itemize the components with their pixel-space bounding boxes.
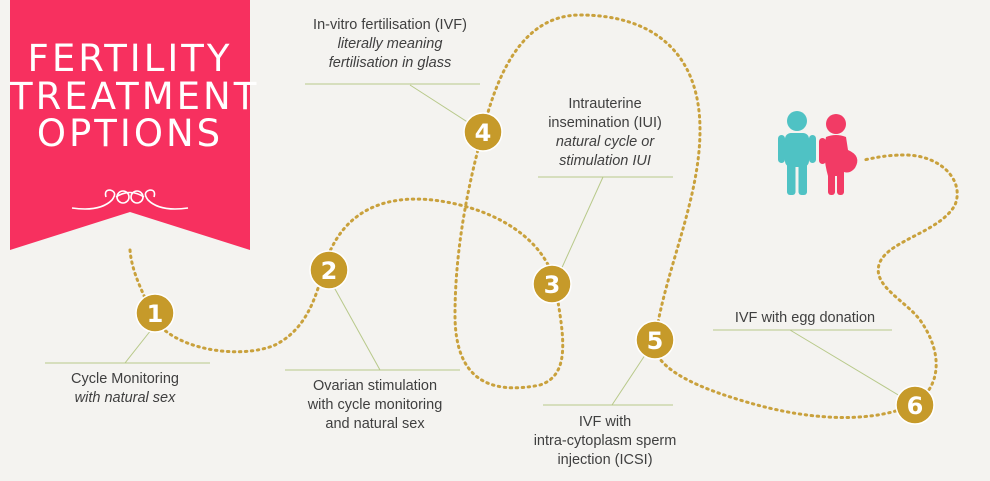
step-3-line-4: stimulation IUI (559, 153, 651, 169)
woman-icon (819, 114, 858, 195)
svg-text:1: 1 (147, 300, 164, 328)
svg-text:2: 2 (321, 257, 338, 285)
scroll-ornament-icon (71, 189, 189, 210)
step-label-2: Ovarian stimulation with cycle monitorin… (285, 377, 465, 434)
treatment-path (128, 13, 959, 419)
step-1-subtitle: with natural sex (74, 390, 176, 406)
step-label-5: IVF with intra-cytoplasm sperm injection… (510, 413, 700, 470)
step-label-6: IVF with egg donation (710, 309, 900, 328)
step-badge-2: 2 (309, 250, 349, 290)
step-3-line-2: insemination (IUI) (548, 115, 662, 131)
title-line-2: TREATMENT (10, 74, 260, 118)
step-4-line-2: literally meaning (337, 36, 443, 52)
step-label-3: Intrauterine insemination (IUI) natural … (525, 95, 685, 171)
step-3-line-3: natural cycle or (555, 134, 655, 150)
step-6-line-1: IVF with egg donation (734, 310, 876, 326)
page-title: FERTILITY TREATMENT OPTIONS (10, 37, 260, 156)
svg-text:3: 3 (544, 271, 561, 299)
step-badge-4: 4 (463, 112, 503, 152)
step-4-line-1: In-vitro fertilisation (IVF) (313, 17, 467, 33)
step-4-line-3: fertilisation in glass (328, 55, 452, 71)
step-badge-3: 3 (532, 264, 572, 304)
step-badge-5: 5 (635, 320, 675, 360)
step-3-line-1: Intrauterine (568, 96, 642, 112)
svg-text:4: 4 (475, 119, 492, 147)
step-label-4: In-vitro fertilisation (IVF) literally m… (290, 16, 490, 73)
svg-text:6: 6 (907, 392, 924, 420)
step-label-1: Cycle Monitoring with natural sex (35, 370, 215, 408)
step-badge-6: 6 (895, 385, 935, 425)
step-2-line-2: with cycle monitoring (307, 397, 443, 413)
step-1-title: Cycle Monitoring (71, 371, 179, 387)
step-5-line-3: injection (ICSI) (557, 452, 653, 468)
title-line-1: FERTILITY (27, 37, 233, 80)
title-line-3: OPTIONS (36, 112, 224, 156)
man-icon (778, 111, 816, 195)
step-2-line-1: Ovarian stimulation (312, 378, 438, 394)
svg-text:5: 5 (647, 327, 664, 355)
title-banner (10, 0, 250, 250)
couple-icon (778, 111, 858, 195)
step-badge-1: 1 (135, 293, 175, 333)
step-2-line-3: and natural sex (325, 416, 425, 432)
step-5-line-1: IVF with (578, 414, 632, 430)
step-5-line-2: intra-cytoplasm sperm (533, 433, 677, 449)
